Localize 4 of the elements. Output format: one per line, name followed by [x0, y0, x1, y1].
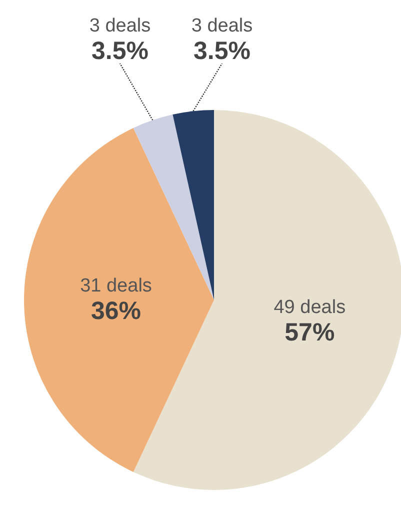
data-label: 31 deals 36% — [80, 276, 152, 325]
data-label: 3 deals 3.5% — [89, 16, 151, 65]
data-label: 49 deals 57% — [274, 296, 346, 346]
data-label: 3 deals 3.5% — [191, 16, 253, 65]
